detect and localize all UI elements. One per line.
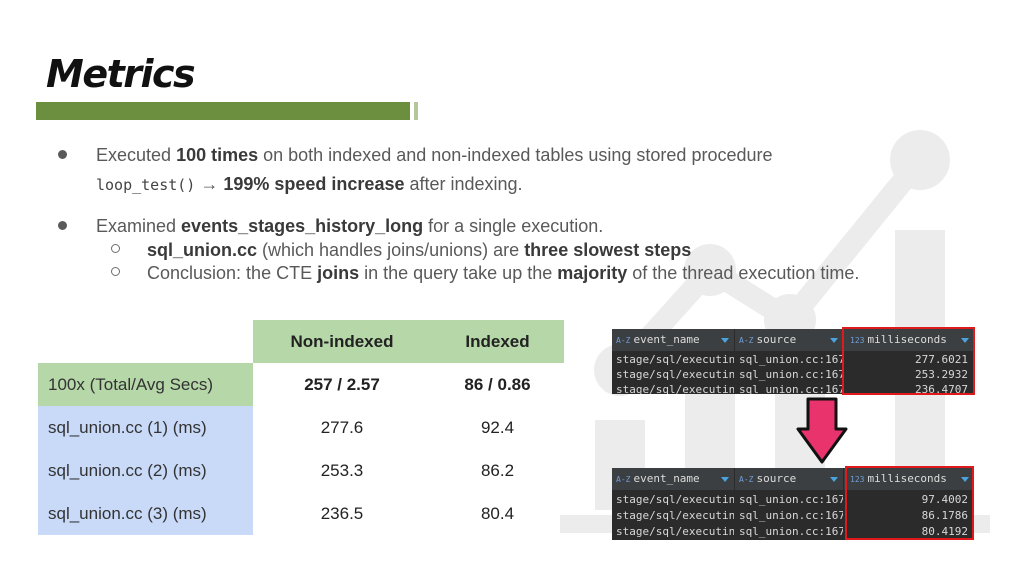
sub-bullet-dot [111, 267, 120, 276]
grid-cell[interactable]: stage/sql/executing [616, 509, 734, 522]
table-corner-cell [38, 320, 253, 363]
grid-cell[interactable]: sql_union.cc:1677 [739, 493, 843, 506]
sort-triangle-icon[interactable] [961, 338, 969, 343]
sort-triangle-icon[interactable] [830, 338, 838, 343]
sub-bullet-1: sql_union.cc (which handles joins/unions… [147, 239, 691, 261]
sort-triangle-icon[interactable] [830, 477, 838, 482]
grid-cell[interactable]: 277.6021 [915, 353, 968, 366]
metrics-table: Non-indexed Indexed 100x (Total/Avg Secs… [38, 320, 564, 535]
type-az-icon: A-Z [739, 475, 754, 484]
row-label: 100x (Total/Avg Secs) [38, 363, 253, 406]
grid-cell[interactable]: stage/sql/executing [616, 368, 734, 381]
grid-cell[interactable]: stage/sql/executing [616, 383, 734, 394]
column-label: event_name [633, 333, 700, 346]
bullet-dot [58, 150, 67, 159]
bullet-2-line: Examined events_stages_history_long for … [96, 215, 603, 237]
grid-cell[interactable]: sql_union.cc:1677 [739, 525, 843, 538]
table-cell: 86.2 [480, 460, 515, 480]
bullet-bold-text: 199% speed increase [223, 174, 405, 194]
column-label: event_name [633, 472, 700, 485]
sort-triangle-icon[interactable] [721, 338, 729, 343]
table-row: 100x (Total/Avg Secs) 257 / 2.57 86 / 0.… [38, 363, 564, 406]
title-underline-bar [36, 102, 410, 120]
bullet-1-line-1: Executed 100 times on both indexed and n… [96, 144, 773, 166]
grid-cell[interactable]: sql_union.cc:1677 [739, 368, 843, 381]
sub-bullet-bold: majority [557, 263, 628, 283]
grid-cell[interactable]: 253.2932 [915, 368, 968, 381]
table-row: sql_union.cc (1) (ms) 277.6 92.4 [38, 406, 564, 449]
table-cell: 86 / 0.86 [464, 374, 531, 394]
type-num-icon: 123 [850, 475, 865, 484]
table-cell: 236.5 [320, 503, 364, 523]
table-cell: 253.3 [320, 460, 364, 480]
bullet-text: after indexing. [404, 174, 523, 194]
bullet-bold-text: events_stages_history_long [181, 216, 424, 236]
sub-bullet-bold: sql_union.cc [147, 240, 258, 260]
type-az-icon: A-Z [616, 336, 631, 345]
bullet-1-line-2: loop_test() → 199% speed increase after … [96, 173, 523, 196]
grid-cell[interactable]: sql_union.cc:1677 [739, 509, 843, 522]
code-text: loop_test() [96, 176, 196, 194]
grid-cell[interactable]: 97.4002 [921, 493, 968, 506]
milliseconds-highlight-before [842, 327, 975, 395]
grid-cell[interactable]: stage/sql/executing [616, 493, 734, 506]
result-grid-after: A-Z event_name A-Z source 123 milliseconds … [612, 468, 974, 540]
grid-cell[interactable]: 236.4707 [915, 383, 968, 394]
bullet-text: on both indexed and non-indexed tables u… [258, 145, 773, 165]
header-non-indexed: Non-indexed [253, 320, 431, 363]
row-label: sql_union.cc (1) (ms) [38, 406, 253, 449]
sub-bullet-text: in the query take up the [359, 263, 558, 283]
sub-bullet-text: Conclusion: the CTE [147, 263, 318, 283]
sort-triangle-icon[interactable] [721, 477, 729, 482]
grid-header-event-name[interactable]: A-Z event_name [612, 329, 734, 351]
column-label: milliseconds [867, 333, 947, 346]
bullet-text: Examined [96, 216, 182, 236]
sub-bullet-text: of the thread execution time. [627, 263, 860, 283]
bullet-bold-text: 100 times [176, 145, 259, 165]
grid-header-milliseconds[interactable]: 123 milliseconds [844, 468, 974, 490]
result-grid-before: A-Z event_name A-Z source 123 milliseconds … [612, 329, 974, 394]
table-header-row: Non-indexed Indexed [38, 320, 564, 363]
sub-bullet-bold: three slowest steps [524, 240, 692, 260]
grid-cell[interactable]: 86.1786 [921, 509, 968, 522]
down-arrow-icon [796, 397, 848, 464]
grid-cell[interactable]: sql_union.cc:1677 [739, 383, 843, 394]
bullet-text: Executed [96, 145, 177, 165]
column-label: milliseconds [867, 472, 947, 485]
grid-cell[interactable]: sql_union.cc:1677 [739, 353, 843, 366]
arrow-text: → [195, 174, 224, 194]
grid-header-source[interactable]: A-Z source [735, 468, 843, 490]
title-underline-tick [414, 102, 418, 120]
grid-cell[interactable]: 80.4192 [921, 525, 968, 538]
page-title: Metrics [46, 52, 196, 96]
sub-bullet-text: (which handles joins/unions) are [257, 240, 525, 260]
grid-header-milliseconds[interactable]: 123 milliseconds [844, 329, 974, 351]
table-row: sql_union.cc (3) (ms) 236.5 80.4 [38, 492, 564, 535]
bullet-text: for a single execution. [423, 216, 604, 236]
table-cell: 80.4 [480, 503, 515, 523]
sub-bullet-dot [111, 244, 120, 253]
type-az-icon: A-Z [739, 336, 754, 345]
column-label: source [756, 333, 797, 346]
row-label: sql_union.cc (2) (ms) [38, 449, 253, 492]
table-cell: 92.4 [480, 417, 515, 437]
sub-bullet-2: Conclusion: the CTE joins in the query t… [147, 262, 859, 284]
grid-header-source[interactable]: A-Z source [735, 329, 843, 351]
table-row: sql_union.cc (2) (ms) 253.3 86.2 [38, 449, 564, 492]
row-label: sql_union.cc (3) (ms) [38, 492, 253, 535]
column-label: source [756, 472, 797, 485]
grid-cell[interactable]: stage/sql/executing [616, 525, 734, 538]
sort-triangle-icon[interactable] [961, 477, 969, 482]
grid-header-event-name[interactable]: A-Z event_name [612, 468, 734, 490]
header-indexed: Indexed [431, 320, 564, 363]
table-cell: 257 / 2.57 [304, 374, 380, 394]
table-cell: 277.6 [320, 417, 364, 437]
milliseconds-highlight-after [845, 466, 974, 540]
type-num-icon: 123 [850, 336, 865, 345]
type-az-icon: A-Z [616, 475, 631, 484]
grid-cell[interactable]: stage/sql/executing [616, 353, 734, 366]
bullet-dot [58, 221, 67, 230]
sub-bullet-bold: joins [317, 263, 360, 283]
